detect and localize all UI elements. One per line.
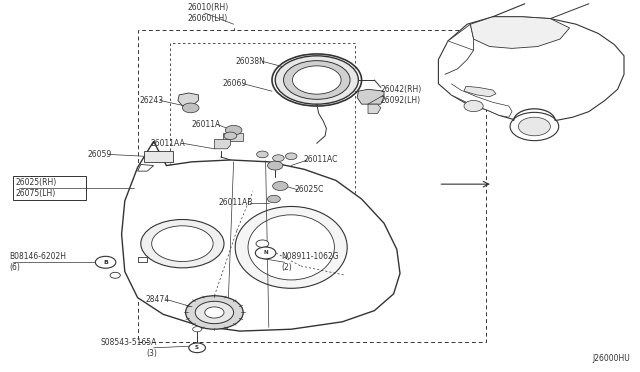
- Circle shape: [292, 66, 341, 94]
- Text: 26010(RH)
26060(LH): 26010(RH) 26060(LH): [188, 3, 228, 23]
- Polygon shape: [138, 257, 147, 262]
- Ellipse shape: [248, 215, 334, 280]
- Bar: [13, 176, 86, 200]
- Circle shape: [141, 219, 224, 268]
- Text: 26038N: 26038N: [236, 57, 266, 66]
- Bar: [138, 30, 486, 342]
- Polygon shape: [470, 17, 570, 48]
- Circle shape: [95, 256, 116, 268]
- Text: 26011AA: 26011AA: [151, 139, 186, 148]
- Circle shape: [189, 343, 205, 353]
- Bar: [144, 151, 173, 162]
- Circle shape: [152, 226, 213, 262]
- Circle shape: [195, 301, 234, 324]
- Text: B08146-6202H
(6): B08146-6202H (6): [10, 252, 67, 272]
- Text: J26000HU: J26000HU: [593, 354, 630, 363]
- Circle shape: [255, 247, 276, 259]
- Bar: [170, 43, 355, 203]
- Text: 26069: 26069: [222, 79, 246, 88]
- Text: 28474: 28474: [145, 295, 170, 304]
- Circle shape: [285, 153, 297, 160]
- Circle shape: [268, 161, 283, 170]
- Circle shape: [205, 307, 224, 318]
- Circle shape: [510, 112, 559, 141]
- Polygon shape: [445, 24, 474, 74]
- Polygon shape: [451, 84, 512, 117]
- Text: 26025C: 26025C: [294, 185, 324, 194]
- Circle shape: [273, 155, 284, 161]
- Text: 26011AC: 26011AC: [304, 155, 339, 164]
- Polygon shape: [438, 17, 624, 121]
- Polygon shape: [464, 86, 496, 97]
- Circle shape: [518, 117, 550, 136]
- Circle shape: [268, 195, 280, 203]
- Bar: [223, 133, 243, 141]
- Text: 26243: 26243: [139, 96, 163, 105]
- Circle shape: [186, 296, 243, 329]
- Circle shape: [182, 103, 199, 113]
- Circle shape: [256, 240, 269, 247]
- Polygon shape: [214, 140, 230, 149]
- Polygon shape: [357, 89, 384, 104]
- Circle shape: [193, 327, 202, 332]
- Text: S08543-5165A
(3): S08543-5165A (3): [100, 338, 157, 358]
- Text: N08911-1062G
(2): N08911-1062G (2): [282, 252, 339, 272]
- Text: B: B: [103, 260, 108, 265]
- Polygon shape: [122, 141, 400, 331]
- Circle shape: [284, 61, 350, 99]
- Circle shape: [224, 132, 237, 140]
- Circle shape: [273, 182, 288, 190]
- Text: 26011A: 26011A: [191, 120, 221, 129]
- Polygon shape: [368, 104, 381, 113]
- Text: 26059: 26059: [88, 150, 112, 159]
- Circle shape: [257, 151, 268, 158]
- Text: N: N: [263, 250, 268, 256]
- Polygon shape: [138, 164, 154, 171]
- Text: 26025(RH)
26075(LH): 26025(RH) 26075(LH): [16, 178, 57, 198]
- Ellipse shape: [236, 206, 348, 288]
- Text: 26042(RH)
26092(LH): 26042(RH) 26092(LH): [381, 85, 422, 105]
- Text: S: S: [195, 345, 199, 350]
- Circle shape: [275, 56, 358, 104]
- Circle shape: [110, 272, 120, 278]
- Text: 26011AB: 26011AB: [218, 198, 253, 207]
- Circle shape: [464, 100, 483, 112]
- Circle shape: [225, 125, 242, 135]
- Polygon shape: [178, 93, 198, 106]
